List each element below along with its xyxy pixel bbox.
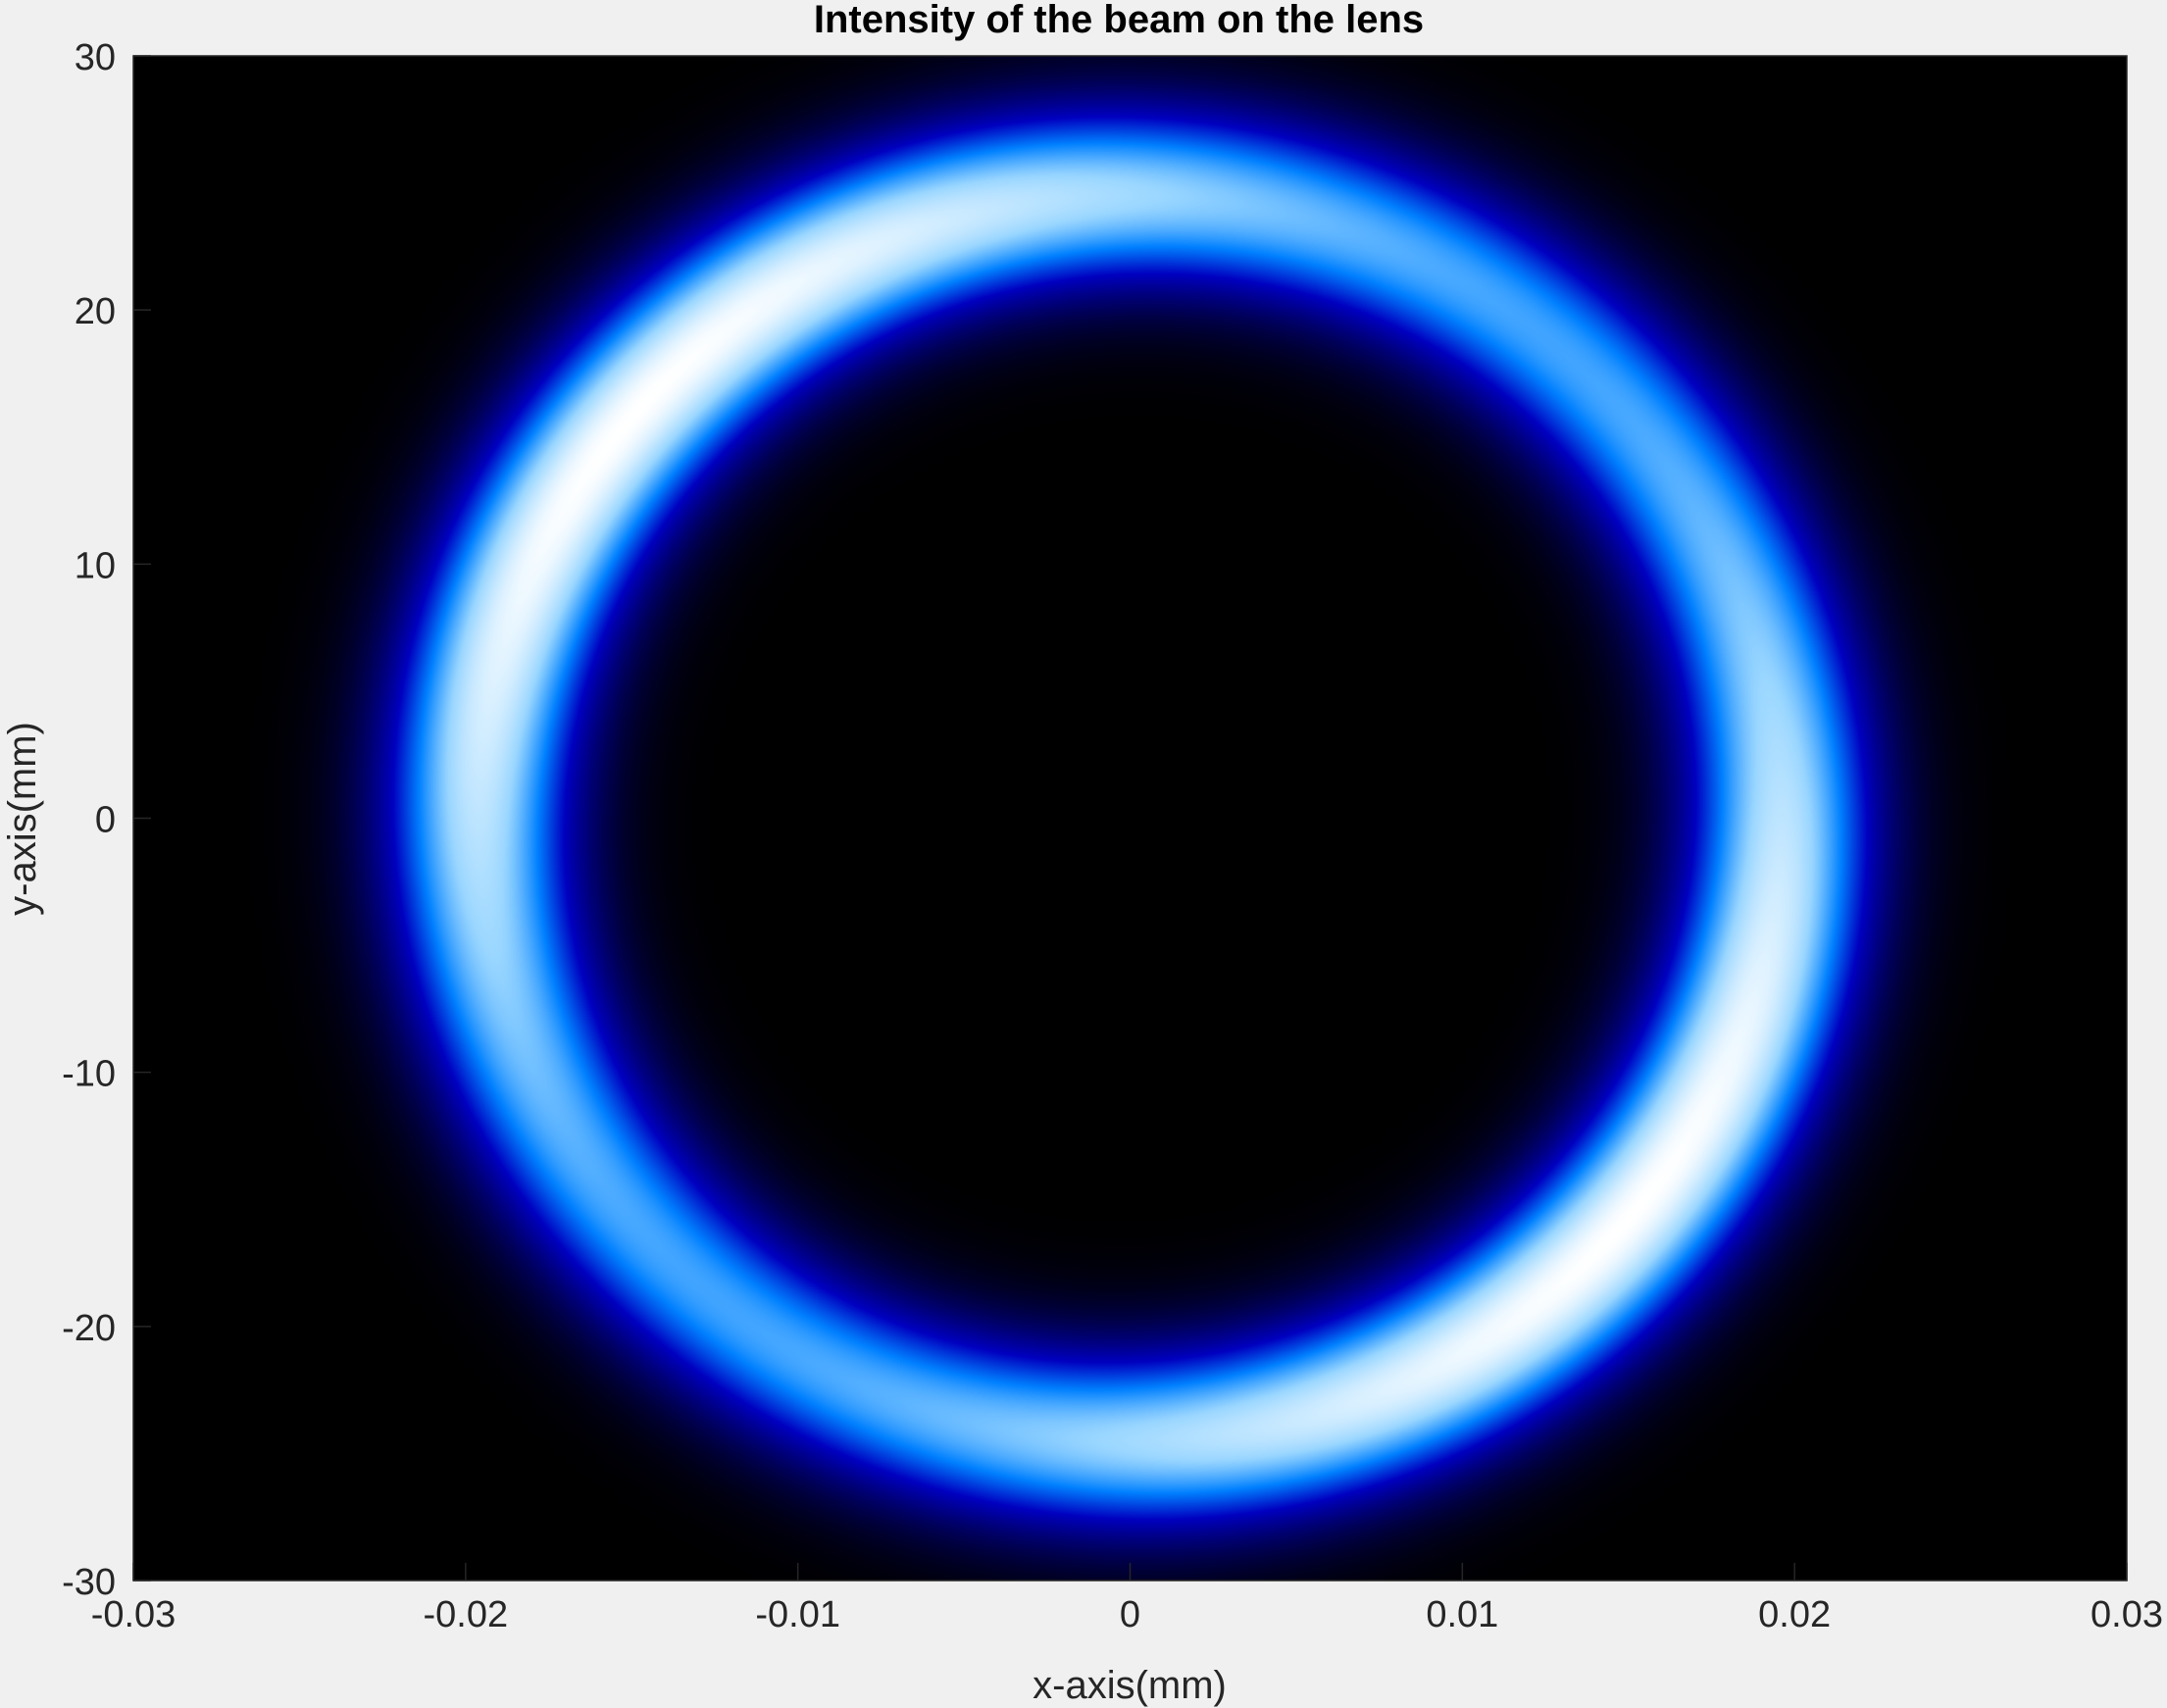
x-tick-label: 0.03 xyxy=(2091,1594,2163,1635)
y-tick-label: 20 xyxy=(75,291,116,332)
chart-title: Intensity of the beam on the lens xyxy=(814,0,1424,41)
x-tick-label: 0.01 xyxy=(1426,1594,1498,1635)
x-tick-label: 0.02 xyxy=(1758,1594,1831,1635)
plot-frame xyxy=(132,55,2128,1582)
y-axis: -30 -20 -10 0 10 20 30 xyxy=(62,37,151,1603)
y-tick-label: 30 xyxy=(75,37,116,78)
x-tick-label: -0.01 xyxy=(755,1594,840,1635)
y-tick-label: 10 xyxy=(75,545,116,586)
x-tick-label: 0 xyxy=(1120,1594,1140,1635)
x-axis: -0.03 -0.02 -0.01 0 0.01 0.02 0.03 xyxy=(91,1563,2163,1635)
x-tick-label: -0.02 xyxy=(424,1594,509,1635)
x-tick-label: -0.03 xyxy=(91,1594,176,1635)
x-axis-label: x-axis(mm) xyxy=(1033,1664,1227,1707)
y-axis-label: y-axis(mm) xyxy=(1,722,44,916)
y-tick-label: -20 xyxy=(62,1308,116,1349)
y-tick-label: -30 xyxy=(62,1562,116,1603)
heatmap-image xyxy=(133,56,2127,1581)
y-tick-label: 0 xyxy=(95,800,116,841)
y-tick-label: -10 xyxy=(62,1054,116,1095)
